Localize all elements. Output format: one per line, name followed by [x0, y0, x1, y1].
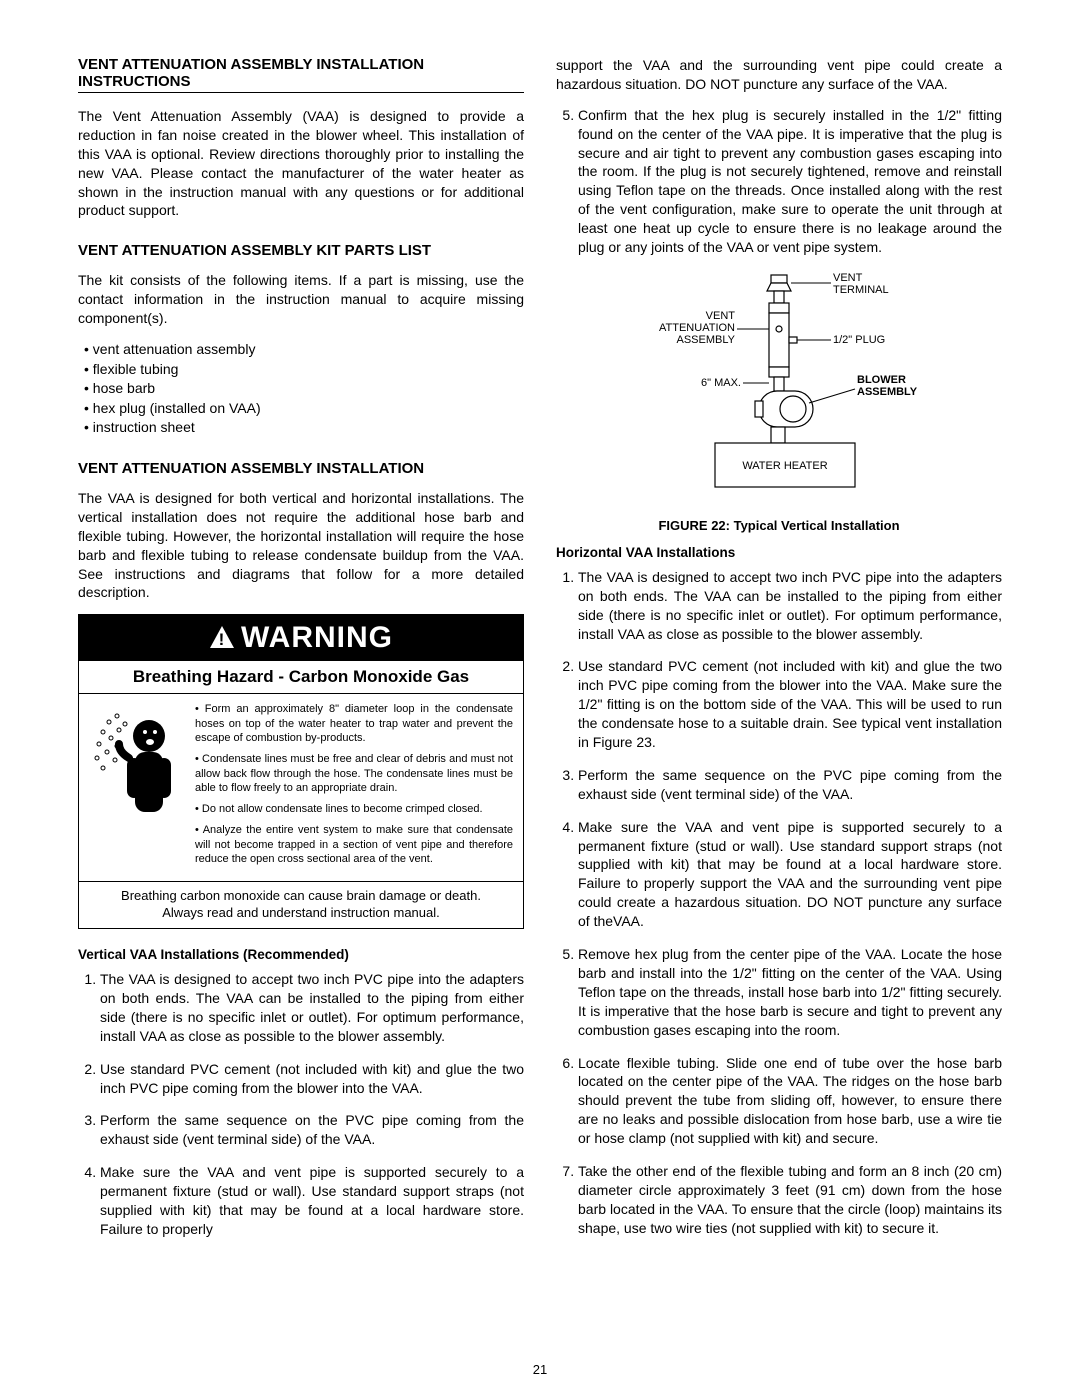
list-item: vent attenuation assembly: [84, 340, 524, 360]
list-item: The VAA is designed to accept two inch P…: [100, 970, 524, 1046]
list-item: Locate flexible tubing. Slide one end of…: [578, 1054, 1002, 1148]
list-item: Make sure the VAA and vent pipe is suppo…: [100, 1163, 524, 1239]
list-item: Form an approximately 8" diameter loop i…: [195, 702, 513, 745]
intro-paragraph: The Vent Attenuation Assembly (VAA) is d…: [78, 107, 524, 220]
section-title-installation: VENT ATTENUATION ASSEMBLY INSTALLATION I…: [78, 56, 524, 93]
warning-points: Form an approximately 8" diameter loop i…: [195, 702, 513, 873]
page-number: 21: [533, 1362, 547, 1377]
list-item: hose barb: [84, 379, 524, 399]
section-title-install: VENT ATTENUATION ASSEMBLY INSTALLATION: [78, 460, 524, 477]
label-vent-terminal: VENT: [833, 272, 863, 284]
svg-text:!: !: [219, 630, 226, 649]
breathing-hazard-icon: [89, 702, 185, 873]
horizontal-install-steps: The VAA is designed to accept two inch P…: [556, 568, 1002, 1238]
warning-box: ! WARNING Breathing Hazard - Carbon Monox…: [78, 614, 524, 929]
horizontal-install-title: Horizontal VAA Installations: [556, 545, 1002, 560]
svg-text:TERMINAL: TERMINAL: [833, 284, 889, 296]
list-item: instruction sheet: [84, 418, 524, 438]
label-plug: 1/2" PLUG: [833, 334, 885, 346]
right-column: support the VAA and the surrounding vent…: [556, 56, 1002, 1253]
list-item: Do not allow condensate lines to become …: [195, 802, 513, 816]
list-item: Take the other end of the flexible tubin…: [578, 1162, 1002, 1238]
vertical-install-steps: The VAA is designed to accept two inch P…: [78, 970, 524, 1239]
list-item: hex plug (installed on VAA): [84, 399, 524, 419]
list-item: The VAA is designed to accept two inch P…: [578, 568, 1002, 644]
vertical-step-5: Confirm that the hex plug is securely in…: [556, 106, 1002, 257]
list-item: Use standard PVC cement (not included wi…: [578, 657, 1002, 751]
svg-text:ASSEMBLY: ASSEMBLY: [857, 386, 918, 398]
svg-text:ASSEMBLY: ASSEMBLY: [677, 334, 736, 346]
list-item: Make sure the VAA and vent pipe is suppo…: [578, 818, 1002, 931]
kit-intro-paragraph: The kit consists of the following items.…: [78, 271, 524, 328]
label-max: 6" MAX.: [701, 377, 741, 389]
list-item: flexible tubing: [84, 360, 524, 380]
figure-caption: FIGURE 22: Typical Vertical Installation: [556, 518, 1002, 533]
list-item: Analyze the entire vent system to make s…: [195, 823, 513, 866]
label-heater: WATER HEATER: [742, 460, 827, 472]
list-item: Perform the same sequence on the PVC pip…: [100, 1111, 524, 1149]
list-item: Perform the same sequence on the PVC pip…: [578, 766, 1002, 804]
list-item: Remove hex plug from the center pipe of …: [578, 945, 1002, 1039]
section-title-parts: VENT ATTENUATION ASSEMBLY KIT PARTS LIST: [78, 242, 524, 259]
warning-triangle-icon: !: [209, 625, 235, 649]
list-item: Confirm that the hex plug is securely in…: [578, 106, 1002, 257]
list-item: Use standard PVC cement (not included wi…: [100, 1060, 524, 1098]
figure-22-diagram: VENT TERMINAL VENT ATTENUATION ASSEMBLY …: [556, 271, 1002, 506]
list-item: Condensate lines must be free and clear …: [195, 752, 513, 795]
vertical-install-title: Vertical VAA Installations (Recommended): [78, 947, 524, 962]
label-blower: BLOWER: [857, 374, 906, 386]
install-intro-paragraph: The VAA is designed for both vertical an…: [78, 489, 524, 602]
warning-footer: Breathing carbon monoxide can cause brai…: [79, 882, 523, 928]
svg-text:ATTENUATION: ATTENUATION: [659, 322, 735, 334]
warning-bar: ! WARNING: [79, 615, 523, 661]
warning-subtitle: Breathing Hazard - Carbon Monoxide Gas: [79, 661, 523, 694]
label-vaa: VENT: [706, 310, 736, 322]
parts-list: vent attenuation assembly flexible tubin…: [84, 340, 524, 438]
continuation-paragraph: support the VAA and the surrounding vent…: [556, 56, 1002, 94]
left-column: VENT ATTENUATION ASSEMBLY INSTALLATION I…: [78, 56, 524, 1253]
warning-bar-label: WARNING: [241, 621, 393, 654]
